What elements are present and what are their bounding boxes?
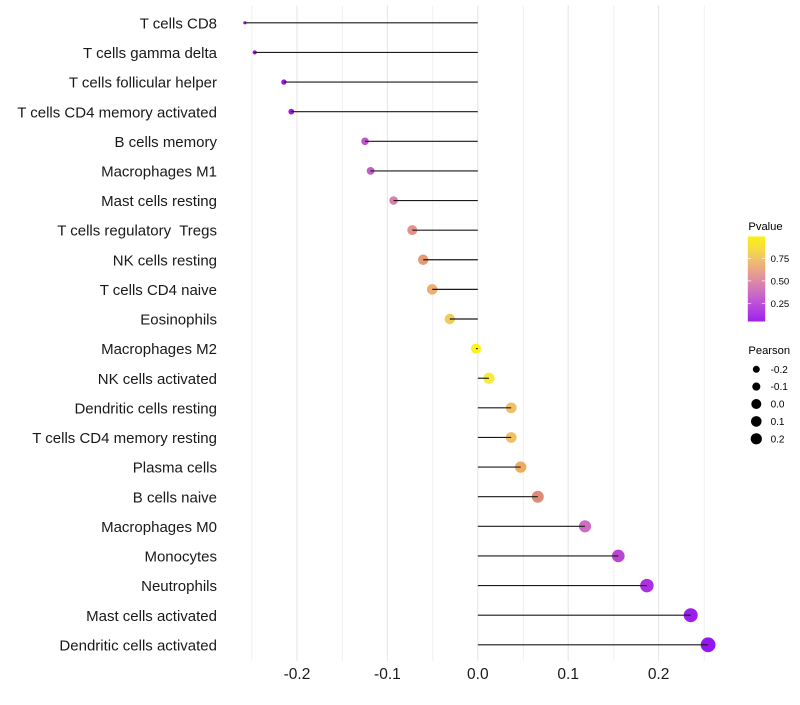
svg-text:Pearson: Pearson [748, 345, 790, 357]
svg-text:Eosinophils: Eosinophils [140, 312, 217, 329]
svg-text:Monocytes: Monocytes [144, 549, 217, 566]
svg-text:Dendritic cells activated: Dendritic cells activated [59, 637, 217, 654]
svg-text:NK cells activated: NK cells activated [98, 371, 217, 388]
svg-text:B cells naive: B cells naive [133, 489, 217, 506]
svg-text:Plasma cells: Plasma cells [133, 460, 217, 477]
svg-text:T cells CD8: T cells CD8 [140, 15, 217, 32]
svg-text:0.50: 0.50 [771, 276, 790, 287]
svg-text:T cells regulatory Tregs: T cells regulatory Tregs [57, 223, 217, 240]
svg-text:T cells CD4 naive: T cells CD4 naive [100, 282, 217, 299]
svg-text:T cells CD4 memory resting: T cells CD4 memory resting [32, 430, 217, 447]
svg-text:T cells CD4 memory activated: T cells CD4 memory activated [17, 104, 217, 121]
svg-text:Mast cells resting: Mast cells resting [101, 193, 217, 210]
svg-text:-0.1: -0.1 [771, 382, 789, 393]
svg-text:-0.2: -0.2 [771, 365, 789, 376]
svg-text:-0.2: -0.2 [284, 666, 311, 683]
svg-text:Neutrophils: Neutrophils [141, 578, 217, 595]
svg-text:-0.1: -0.1 [374, 666, 401, 683]
svg-text:0.0: 0.0 [771, 400, 785, 411]
svg-text:0.2: 0.2 [771, 434, 785, 445]
svg-text:0.0: 0.0 [467, 666, 489, 683]
svg-text:T cells gamma delta: T cells gamma delta [83, 45, 218, 62]
svg-text:0.1: 0.1 [557, 666, 579, 683]
svg-text:Dendritic cells resting: Dendritic cells resting [74, 400, 217, 417]
svg-text:Mast cells activated: Mast cells activated [86, 608, 217, 625]
svg-text:B cells memory: B cells memory [114, 134, 217, 151]
svg-text:0.2: 0.2 [648, 666, 670, 683]
svg-text:0.75: 0.75 [771, 254, 790, 265]
svg-text:NK cells resting: NK cells resting [113, 252, 217, 269]
svg-text:0.25: 0.25 [771, 299, 790, 310]
svg-text:Macrophages M2: Macrophages M2 [101, 341, 217, 358]
svg-text:0.1: 0.1 [771, 417, 785, 428]
svg-text:T cells follicular helper: T cells follicular helper [69, 75, 217, 92]
svg-text:Macrophages M1: Macrophages M1 [101, 164, 217, 181]
svg-text:Pvalue: Pvalue [748, 221, 782, 233]
svg-text:Macrophages M0: Macrophages M0 [101, 519, 217, 536]
